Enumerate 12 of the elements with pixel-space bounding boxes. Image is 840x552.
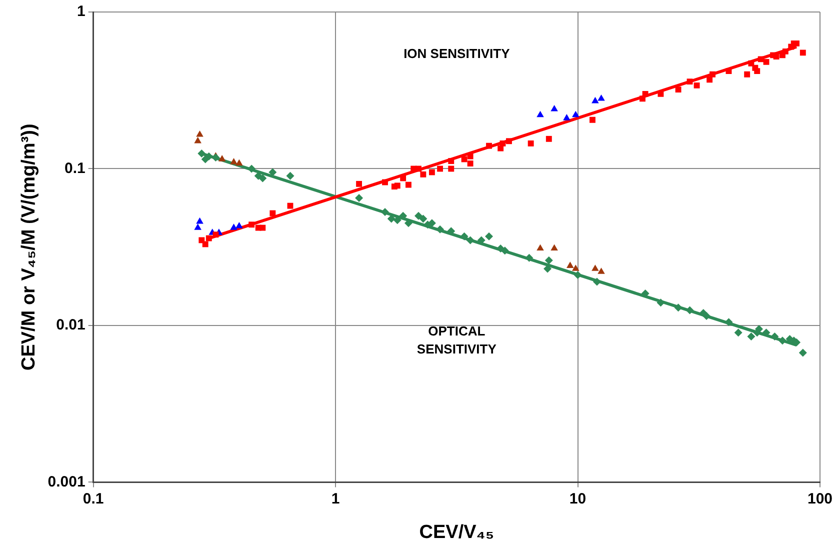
- y-tick-label: 0.1: [64, 160, 86, 177]
- annotation: OPTICAL SENSITIVITY: [416, 324, 497, 357]
- annotation: ION SENSITIVITY: [404, 46, 510, 61]
- y-tick-label: 0.001: [48, 473, 86, 490]
- y-tick-label: 0.01: [56, 316, 86, 334]
- x-tick-label: 1: [331, 490, 340, 508]
- x-tick-label: 0.1: [82, 490, 104, 508]
- x-tick-label: 10: [569, 490, 586, 508]
- x-axis-title: CEV/V₄₅: [419, 522, 494, 543]
- x-tick-label: 100: [807, 490, 833, 508]
- y-axis-title: CEV/M or V₄₅/M (V/(mg/m³)): [18, 124, 40, 371]
- y-tick-label: 1: [76, 3, 86, 20]
